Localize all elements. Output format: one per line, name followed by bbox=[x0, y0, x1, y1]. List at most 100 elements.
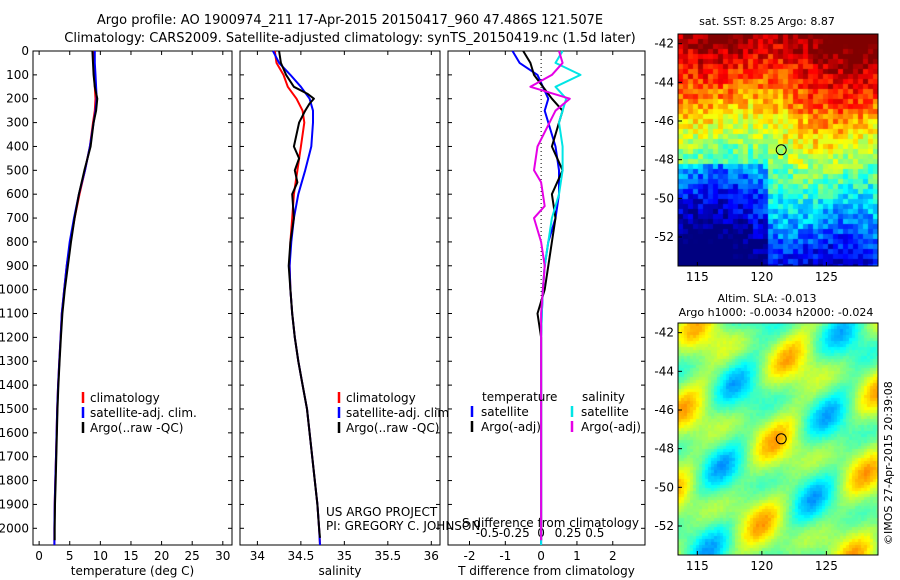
legend-entry: Argo(-adj) bbox=[481, 420, 541, 434]
y-tick-label: 1400 bbox=[0, 378, 29, 392]
x-tick-label: 34.5 bbox=[288, 549, 315, 563]
legend-header-temperature: temperature bbox=[482, 390, 557, 404]
y-tick-label: 600 bbox=[6, 187, 29, 201]
x-tick-label: 30 bbox=[215, 549, 230, 563]
legend-entry: Argo(..raw -QC) bbox=[90, 421, 183, 435]
x-tick-label: 35 bbox=[337, 549, 352, 563]
map-y-tick-label: -46 bbox=[654, 403, 674, 417]
map-x-tick-label: 120 bbox=[750, 270, 773, 284]
y-tick-label: 700 bbox=[6, 211, 29, 225]
plot-frame bbox=[447, 50, 646, 546]
map-frame bbox=[677, 322, 879, 556]
heatmap-canvas bbox=[678, 323, 878, 555]
y-tick-label: 1800 bbox=[0, 474, 29, 488]
y-tick-label: 2000 bbox=[0, 521, 29, 535]
x-tick-label: 2 bbox=[609, 549, 617, 563]
y-tick-label: 800 bbox=[6, 235, 29, 249]
x-tick-label: 1 bbox=[573, 549, 581, 563]
series-line bbox=[53, 50, 99, 541]
argo-location-marker bbox=[775, 433, 787, 445]
map-y-tick-label: -44 bbox=[654, 364, 674, 378]
x-axis-label: salinity bbox=[318, 564, 361, 578]
header-line1: Argo profile: AO 1900974_211 17-Apr-2015… bbox=[97, 13, 603, 28]
y-tick-label: 1500 bbox=[0, 402, 29, 416]
y-tick-label: 500 bbox=[6, 163, 29, 177]
map-x-tick-label: 115 bbox=[686, 270, 709, 284]
s-tick-label: 0.25 bbox=[555, 526, 582, 540]
x-tick-label: 20 bbox=[154, 549, 169, 563]
sst-title: sat. SST: 8.25 Argo: 8.87 bbox=[699, 15, 835, 28]
imos-credit: ©IMOS 27-Apr-2015 20:39:08 bbox=[882, 381, 895, 545]
x-axis-label: temperature (deg C) bbox=[71, 564, 194, 578]
map-y-tick-label: -46 bbox=[654, 114, 674, 128]
map-y-tick-label: -42 bbox=[654, 326, 674, 340]
y-tick-label: 1300 bbox=[0, 354, 29, 368]
salinity-panel: 34 34.5 35 35.5 36 salinity climatologysatelli… bbox=[239, 50, 453, 578]
sst-map-panel: sat. SST: 8.25 Argo: 8.87 115 120 125 -42 -44… bbox=[654, 15, 879, 284]
difference-panel: -2 -1 0 1 2T difference from climatology -0.5… bbox=[447, 50, 646, 578]
y-tick-label: 200 bbox=[6, 92, 29, 106]
x-tick-label: 34 bbox=[250, 549, 265, 563]
y-tick-label: 100 bbox=[6, 68, 29, 82]
plot-frame bbox=[239, 50, 441, 546]
legend-entry: Argo(-adj) bbox=[581, 420, 641, 434]
sla-title: Altim. SLA: -0.013 bbox=[717, 292, 816, 305]
y-tick-label: 1000 bbox=[0, 283, 29, 297]
legend-entry: satellite-adj. clim. bbox=[90, 406, 197, 420]
x-tick-label: 36 bbox=[424, 549, 439, 563]
series-line bbox=[529, 50, 571, 541]
series-line bbox=[278, 50, 321, 538]
x-tick-label: 35.5 bbox=[374, 549, 401, 563]
x-tick-label: 5 bbox=[66, 549, 74, 563]
map-y-tick-label: -44 bbox=[654, 75, 674, 89]
x-tick-label: 15 bbox=[123, 549, 138, 563]
s-tick-label: -0.25 bbox=[499, 526, 530, 540]
x-tick-label: -1 bbox=[499, 549, 511, 563]
sst-heatmap bbox=[678, 34, 878, 266]
map-y-tick-label: -52 bbox=[654, 519, 674, 533]
s-tick-label: -0.5 bbox=[476, 526, 499, 540]
map-frame bbox=[677, 33, 879, 267]
sla-heatmap bbox=[678, 323, 878, 555]
y-tick-label: 900 bbox=[6, 259, 29, 273]
y-tick-label: 1700 bbox=[0, 450, 29, 464]
project-label: US ARGO PROJECT bbox=[326, 505, 438, 519]
y-tick-label: 1100 bbox=[0, 307, 29, 321]
legend-entry: climatology bbox=[346, 391, 416, 405]
y-tick-label: 1600 bbox=[0, 426, 29, 440]
x-tick-label: 25 bbox=[185, 549, 200, 563]
header-line2: Climatology: CARS2009. Satellite-adjuste… bbox=[64, 31, 636, 46]
argo-location-marker bbox=[775, 144, 787, 156]
y-tick-label: 1200 bbox=[0, 330, 29, 344]
legend-entry: climatology bbox=[90, 391, 160, 405]
plot-frame bbox=[32, 50, 233, 546]
s-axis-label: S difference from climatology bbox=[462, 516, 639, 530]
x-tick-label: -2 bbox=[464, 549, 476, 563]
x-tick-label: 0 bbox=[35, 549, 43, 563]
temperature-panel: 0 5 10 15 20 25 30 temperature (deg C) 0 100 200 30… bbox=[0, 44, 233, 578]
legend-entry: satellite bbox=[481, 405, 529, 419]
map-x-tick-label: 125 bbox=[815, 270, 838, 284]
y-tick-label: 400 bbox=[6, 139, 29, 153]
map-y-tick-label: -52 bbox=[654, 230, 674, 244]
legend-entry: Argo(..raw -QC) bbox=[346, 421, 439, 435]
y-tick-label: 0 bbox=[21, 44, 29, 58]
map-y-tick-label: -48 bbox=[654, 153, 674, 167]
y-tick-label: 300 bbox=[6, 116, 29, 130]
legend-entry: satellite bbox=[581, 405, 629, 419]
map-y-tick-label: -50 bbox=[654, 191, 674, 205]
s-tick-label: 0.5 bbox=[585, 526, 604, 540]
x-tick-label: 10 bbox=[93, 549, 108, 563]
y-tick-label: 1900 bbox=[0, 497, 29, 511]
map-y-tick-label: -42 bbox=[654, 37, 674, 51]
map-y-tick-label: -50 bbox=[654, 480, 674, 494]
legend-header-salinity: salinity bbox=[582, 390, 625, 404]
x-axis-label: T difference from climatology bbox=[457, 564, 635, 578]
legend-entry: satellite-adj. clim. bbox=[346, 406, 453, 420]
sla-subtitle: Argo h1000: -0.0034 h2000: -0.024 bbox=[679, 306, 874, 319]
map-y-tick-label: -48 bbox=[654, 442, 674, 456]
heatmap-canvas bbox=[678, 34, 878, 266]
map-x-tick-label: 125 bbox=[815, 559, 838, 573]
